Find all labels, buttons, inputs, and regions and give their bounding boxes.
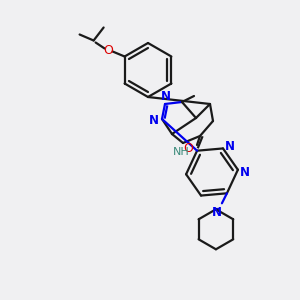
Text: N: N xyxy=(212,206,222,219)
Text: N: N xyxy=(149,113,159,127)
Text: O: O xyxy=(104,44,114,57)
Text: N: N xyxy=(161,89,171,103)
Text: NH: NH xyxy=(172,147,189,157)
Text: N: N xyxy=(225,140,235,153)
Text: O: O xyxy=(183,142,193,155)
Text: N: N xyxy=(240,166,250,179)
